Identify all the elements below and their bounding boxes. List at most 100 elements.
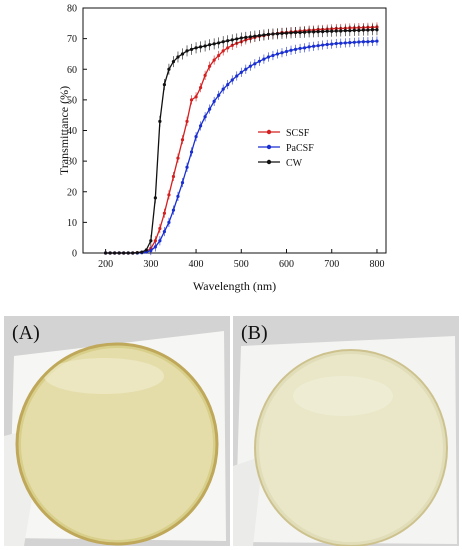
data-point (289, 48, 293, 52)
data-point (334, 29, 338, 33)
data-point (180, 180, 185, 185)
data-point (280, 51, 284, 55)
data-point (194, 95, 198, 99)
data-point (198, 45, 203, 49)
data-point (212, 42, 216, 46)
data-point (244, 67, 248, 71)
data-point (158, 119, 162, 123)
photo-film-a: (A) (4, 316, 230, 546)
data-point (194, 46, 198, 50)
data-point (167, 67, 171, 71)
data-point (176, 55, 180, 59)
data-point (149, 248, 153, 253)
data-point (226, 39, 230, 43)
data-point (235, 74, 239, 78)
data-point (162, 229, 167, 234)
data-point (144, 248, 148, 252)
data-point (266, 55, 271, 59)
y-tick-label: 0 (72, 249, 77, 260)
y-tick-label: 80 (67, 4, 77, 15)
data-point (203, 115, 207, 119)
data-point (221, 40, 225, 44)
data-point (180, 52, 185, 56)
data-point (271, 53, 275, 58)
data-point (298, 46, 302, 51)
data-point (370, 28, 375, 32)
data-point (203, 73, 207, 77)
y-tick-label: 10 (67, 218, 77, 229)
photo-a-label: (A) (12, 322, 40, 344)
data-point (131, 251, 135, 255)
y-tick-label: 20 (67, 187, 77, 198)
transmittance-chart: 200 300 400 500 600 700 800 0 10 20 30 40 50 60 70 80 Wa… (57, 4, 387, 293)
data-point (275, 52, 280, 56)
data-point (280, 31, 284, 36)
data-point (266, 32, 271, 36)
data-point (334, 41, 338, 46)
data-point (339, 41, 343, 45)
data-point (348, 41, 352, 45)
photo-b-label: (B) (241, 322, 268, 344)
data-point (275, 32, 280, 36)
data-point (208, 64, 212, 68)
data-point (167, 220, 171, 224)
series-line (105, 26, 377, 254)
data-point (330, 29, 334, 33)
data-point (185, 49, 189, 53)
data-point (230, 38, 234, 42)
data-point (302, 46, 307, 50)
data-point (366, 40, 370, 44)
data-point (293, 30, 298, 35)
data-point (343, 29, 347, 33)
x-tick-label: 800 (369, 259, 384, 270)
data-point (298, 30, 302, 35)
data-point (203, 44, 207, 48)
data-point (153, 239, 157, 243)
data-point (357, 28, 361, 32)
x-axis-label: Wavelength (nm) (193, 279, 276, 293)
data-point (262, 33, 266, 37)
legend-marker (266, 129, 272, 135)
data-point (352, 28, 356, 32)
data-point (167, 193, 171, 197)
data-point (217, 41, 221, 45)
data-point (248, 35, 252, 39)
data-point (153, 245, 157, 249)
data-point (230, 78, 234, 82)
y-tick-label: 50 (67, 95, 77, 106)
data-point (104, 251, 108, 255)
data-point (189, 150, 194, 154)
data-point (248, 64, 252, 68)
data-point (171, 174, 176, 179)
data-point (226, 82, 230, 87)
data-point (185, 165, 189, 169)
data-point (321, 29, 325, 34)
data-point (370, 39, 375, 43)
data-point (198, 86, 203, 90)
data-point (330, 42, 334, 46)
legend-label: CW (286, 158, 303, 169)
data-point (162, 82, 167, 87)
data-point (375, 28, 379, 32)
series-cw (104, 24, 379, 255)
series-scsf (104, 22, 379, 255)
data-point (212, 99, 216, 104)
film-a-image (4, 316, 230, 546)
data-point (176, 194, 180, 198)
data-point (171, 208, 176, 212)
x-tick-label: 300 (143, 259, 158, 270)
data-point (262, 57, 266, 61)
photo-film-b: (B) (233, 316, 459, 546)
data-point (194, 135, 198, 139)
data-point (198, 124, 203, 128)
data-point (289, 31, 293, 35)
data-point (239, 70, 243, 74)
data-point (189, 98, 194, 102)
data-point (239, 36, 243, 40)
data-point (171, 59, 176, 64)
data-point (321, 43, 325, 47)
data-point (357, 40, 361, 44)
data-point (230, 43, 234, 47)
data-point (244, 35, 248, 40)
data-point (352, 40, 356, 44)
